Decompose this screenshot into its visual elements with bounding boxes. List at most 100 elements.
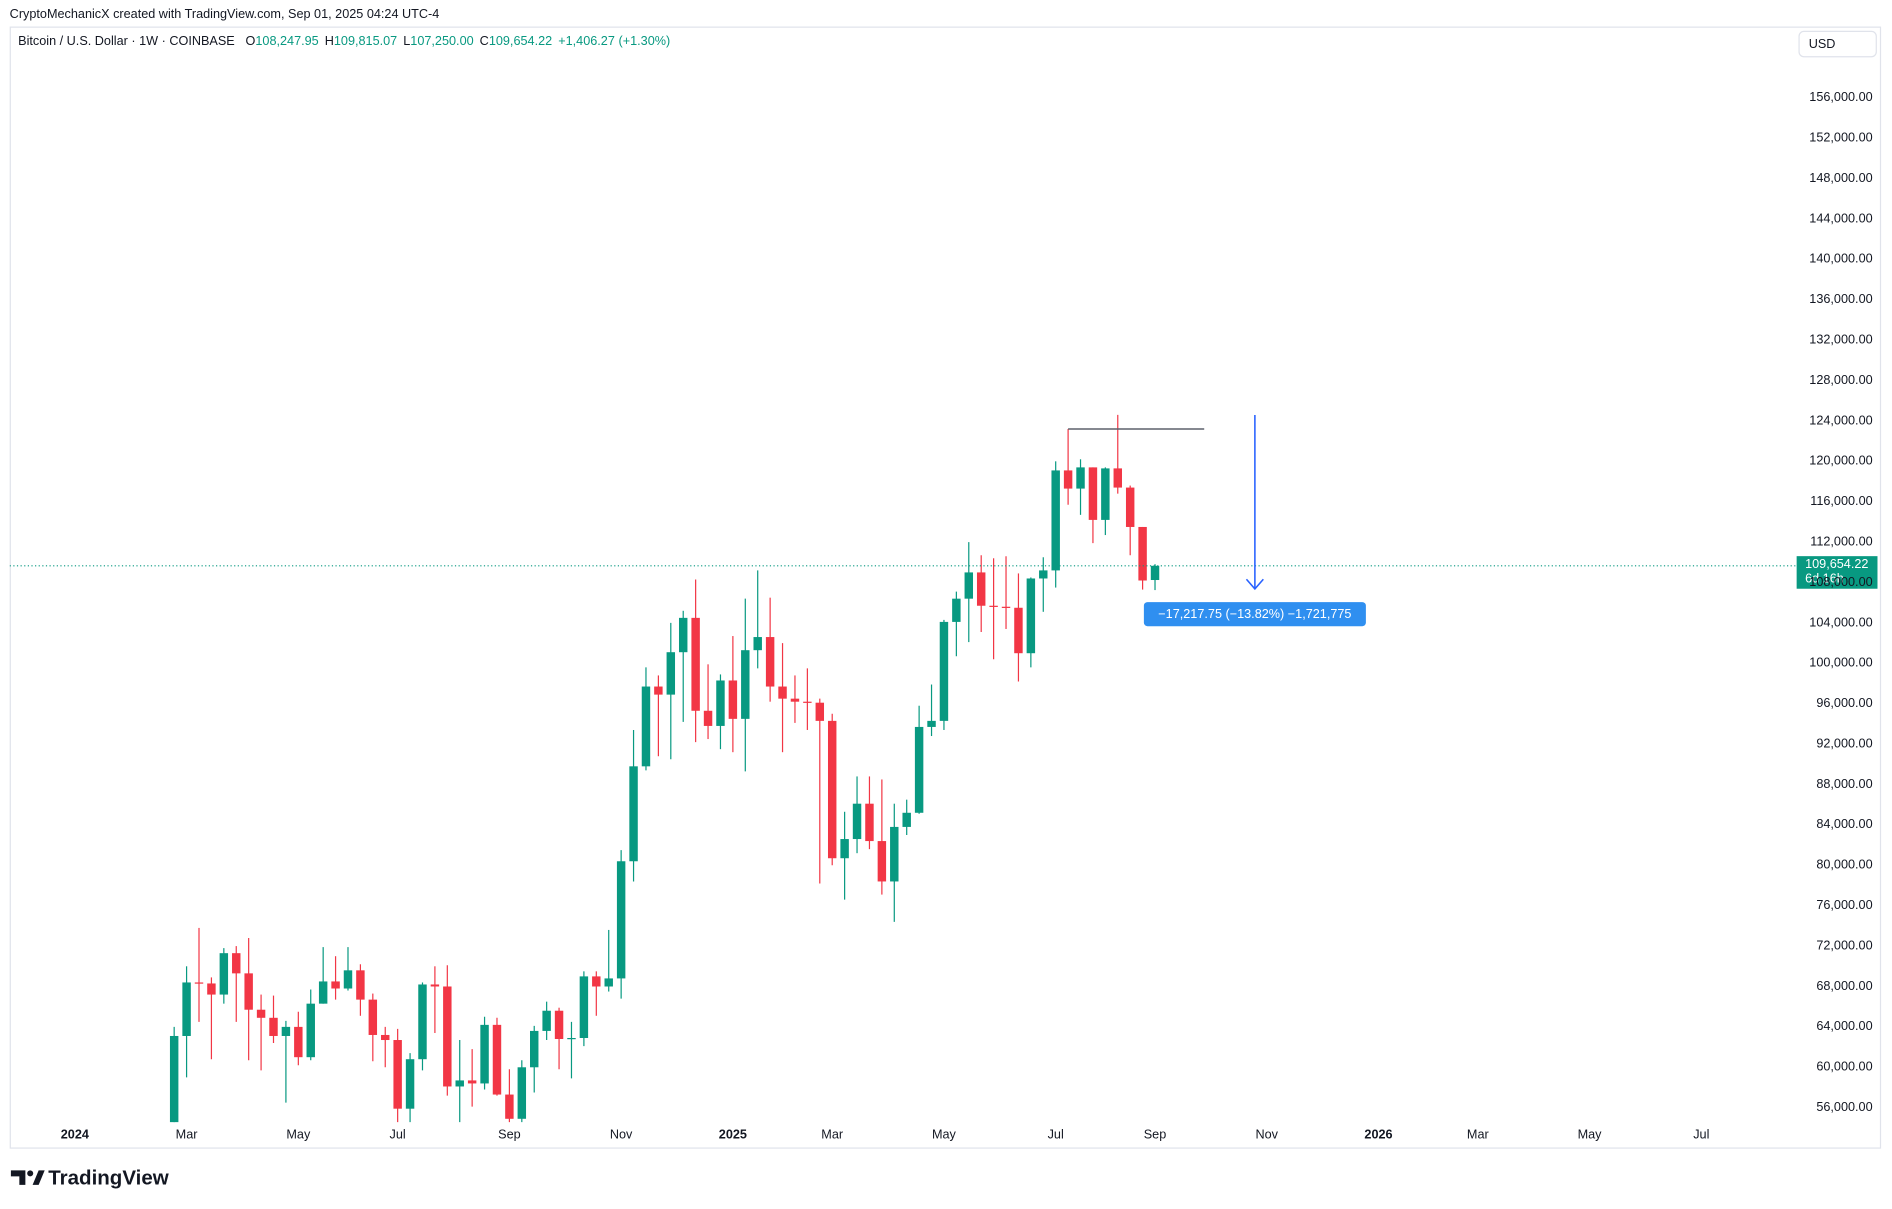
y-tick-label: 104,000.00	[1809, 615, 1872, 629]
candle-body	[1039, 570, 1048, 579]
candle-body	[1138, 526, 1147, 581]
legend-value: 107,250.00	[410, 35, 473, 49]
candle-body	[989, 605, 998, 607]
candle-body	[542, 1010, 551, 1031]
candle-body	[629, 766, 638, 862]
candle-body	[244, 973, 253, 1010]
candle-body	[530, 1030, 539, 1068]
last-price-badge	[1796, 556, 1878, 589]
x-tick-label: Mar	[821, 1128, 843, 1142]
y-tick-label: 68,000.00	[1816, 979, 1872, 993]
x-tick-label: Jul	[1693, 1128, 1709, 1142]
candle-body	[778, 686, 787, 699]
candle-body	[1014, 607, 1023, 654]
measure-badge	[1143, 602, 1366, 627]
arrow-head	[1245, 578, 1264, 591]
x-tick-label: 2024	[61, 1128, 89, 1142]
legend-prefix: O	[246, 35, 256, 49]
candle-body	[455, 1080, 464, 1087]
candle-body	[852, 803, 862, 840]
x-tick-label: Jul	[390, 1128, 406, 1142]
candle-body	[641, 686, 651, 767]
brand-logo	[10, 1170, 45, 1185]
logo-mark	[10, 1170, 26, 1185]
y-tick-label: 144,000.00	[1809, 211, 1872, 225]
candle-body	[554, 1010, 564, 1040]
candle-body	[592, 976, 601, 987]
candle-body	[976, 572, 986, 606]
candle-body	[827, 720, 837, 859]
x-tick-label: May	[286, 1128, 311, 1142]
y-tick-label: 112,000.00	[1810, 534, 1872, 548]
x-tick-label: Nov	[1256, 1128, 1279, 1142]
candle-body	[803, 701, 812, 703]
y-tick-label: 96,000.00	[1816, 696, 1872, 710]
y-tick-label: 64,000.00	[1816, 1019, 1872, 1033]
candle-body	[567, 1037, 576, 1040]
y-tick-label: 148,000.00	[1809, 171, 1872, 185]
candle-body	[815, 702, 825, 721]
candle-body	[728, 680, 738, 719]
y-tick-label: 108,000.00	[1809, 575, 1872, 589]
candle-body	[1113, 468, 1122, 488]
candle-body	[331, 981, 340, 989]
y-tick-label: 100,000.00	[1809, 656, 1872, 670]
candle-body	[194, 982, 204, 984]
candle-body	[1076, 467, 1085, 489]
candle-body	[703, 710, 713, 726]
candle-body	[1026, 578, 1036, 654]
y-tick-label: 80,000.00	[1816, 858, 1872, 872]
candle-body	[964, 572, 974, 599]
candle-body	[691, 617, 700, 711]
candle-body	[368, 999, 378, 1035]
candle-body	[219, 953, 229, 995]
candle-body	[1125, 487, 1135, 527]
candle-body	[902, 812, 911, 827]
candle-body	[393, 1040, 402, 1109]
candle-body	[443, 986, 452, 1087]
currency-badge[interactable]	[1798, 30, 1877, 58]
legend-value: 109,654.22	[489, 35, 552, 49]
plot-area	[9, 414, 1796, 1123]
candle-body	[753, 637, 762, 651]
candle-body	[492, 1024, 502, 1095]
y-tick-label: 140,000.00	[1809, 252, 1872, 266]
candle-body	[1051, 470, 1060, 571]
legend-prefix: L	[403, 35, 410, 49]
candle-body	[405, 1059, 415, 1109]
x-tick-label: Sep	[498, 1128, 521, 1142]
candle-body	[318, 981, 328, 1004]
legend-prefix: C	[480, 35, 489, 49]
candle-body	[294, 1026, 303, 1058]
candle-body	[207, 983, 216, 995]
x-tick-label: Sep	[1144, 1128, 1167, 1142]
y-tick-label: 124,000.00	[1809, 413, 1872, 427]
candle-body	[616, 861, 626, 979]
candle-body	[418, 984, 427, 1060]
candle-body	[517, 1067, 527, 1119]
candle-body	[343, 970, 353, 989]
y-tick-label: 136,000.00	[1809, 292, 1872, 306]
candle-body	[914, 726, 924, 813]
logo-dot	[27, 1170, 34, 1177]
x-tick-label: May	[932, 1128, 957, 1142]
legend-value: 108,247.95	[255, 35, 318, 49]
y-tick-label: 128,000.00	[1809, 373, 1872, 387]
candle-body	[765, 637, 775, 687]
last-price-label: 109,654.22	[1805, 557, 1868, 571]
brand: TradingView	[48, 1166, 168, 1189]
symbol-legend: Bitcoin / U.S. Dollar · 1W · COINBASE O1…	[18, 35, 670, 49]
candle-body	[865, 803, 874, 842]
legend-prefix: H	[325, 35, 334, 49]
change-pct: (+1.30%)	[619, 35, 671, 49]
currency[interactable]: USD	[1809, 37, 1836, 51]
candle-body	[356, 970, 365, 1000]
y-tick-label: 92,000.00	[1816, 736, 1872, 750]
candle-body	[840, 839, 849, 859]
candle-body	[716, 680, 725, 726]
candle-body	[678, 617, 688, 653]
candle-body	[927, 720, 936, 727]
y-tick-label: 152,000.00	[1809, 130, 1872, 144]
